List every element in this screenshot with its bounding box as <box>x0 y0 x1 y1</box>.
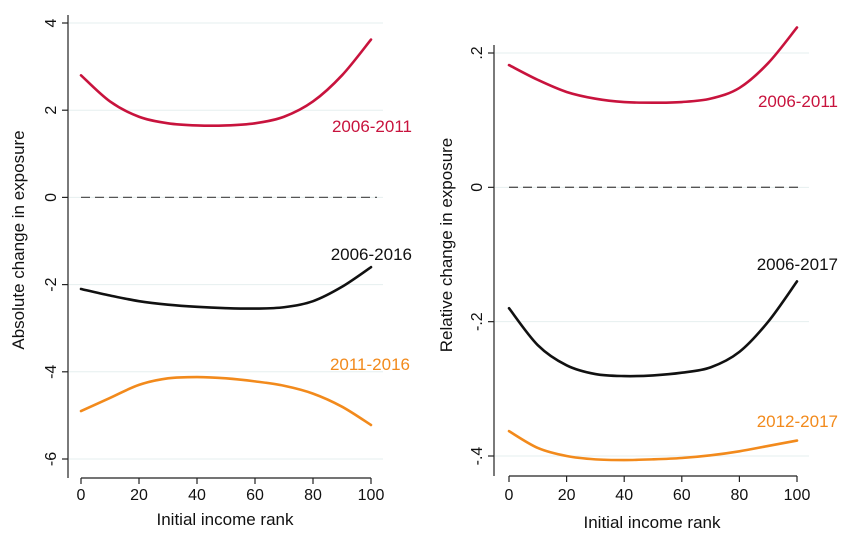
x-tick-label: 60 <box>673 487 691 504</box>
x-axis-title: Initial income rank <box>583 513 721 532</box>
x-tick-label: 20 <box>558 487 576 504</box>
x-tick-label: 100 <box>784 487 811 504</box>
y-tick-label: -.4 <box>469 447 486 466</box>
y-tick-label: 2 <box>43 106 60 115</box>
x-tick-label: 0 <box>505 487 514 504</box>
y-axis-title: Absolute change in exposure <box>9 130 28 349</box>
x-axis-title: Initial income rank <box>156 510 294 529</box>
series-line-2006-2011 <box>507 26 799 104</box>
y-tick-label: -.2 <box>469 312 486 331</box>
series-line-2011-2016 <box>79 375 373 427</box>
x-tick-label: 80 <box>304 487 322 504</box>
right-chart-panel: .2 0 -.2 -.4 0 20 40 60 80 100 Initial income rank… <box>437 26 838 532</box>
series-label-2006-2017: 2006-2017 <box>757 255 838 274</box>
x-tick-label: 40 <box>615 487 633 504</box>
series-label-2011-2016: 2011-2016 <box>330 355 410 374</box>
series-line-2006-2017 <box>507 280 799 378</box>
y-tick-label: .2 <box>469 46 486 59</box>
series-label-2006-2011: 2006-2011 <box>332 117 412 136</box>
y-tick-label: -4 <box>43 365 60 379</box>
series-line-2006-2016 <box>79 265 373 310</box>
y-axis-title: Relative change in exposure <box>437 138 456 353</box>
x-tick-label: 80 <box>731 487 749 504</box>
series-label-2012-2017: 2012-2017 <box>757 412 838 431</box>
x-tick-label: 0 <box>77 487 86 504</box>
series-label-2006-2016: 2006-2016 <box>331 245 412 264</box>
x-tick-label: 100 <box>358 487 385 504</box>
series-line-2006-2011 <box>79 38 373 128</box>
x-tick-label: 40 <box>188 487 206 504</box>
x-tick-label: 20 <box>130 487 148 504</box>
series-line-2012-2017 <box>507 429 799 462</box>
y-tick-label: 0 <box>43 193 60 202</box>
y-tick-label: -2 <box>43 277 60 291</box>
y-tick-label: 0 <box>469 183 486 192</box>
x-tick-label: 60 <box>246 487 264 504</box>
y-tick-label: -6 <box>43 452 60 466</box>
series-label-2006-2011: 2006-2011 <box>758 92 838 111</box>
y-tick-label: 4 <box>43 18 60 27</box>
